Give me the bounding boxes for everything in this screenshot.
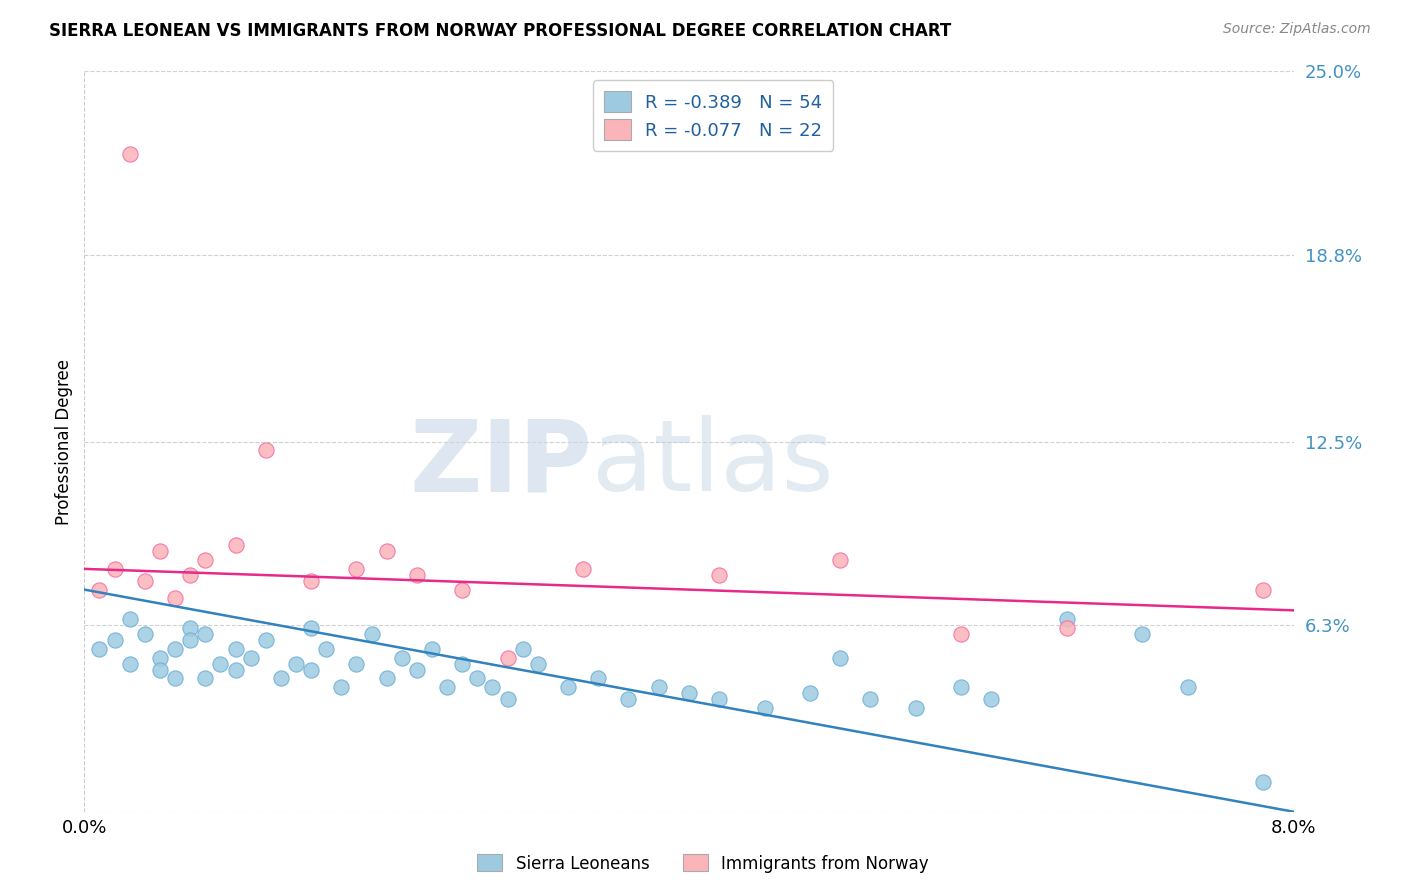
Point [375,544,398,558]
Point [225,663,247,677]
Point [709,692,731,706]
Point [512,641,534,656]
Point [104,632,127,647]
Point [375,672,398,686]
Point [225,641,247,656]
Point [134,574,156,588]
Point [118,657,141,671]
Point [451,657,474,671]
Point [254,632,277,647]
Point [254,443,277,458]
Point [194,627,217,641]
Point [118,612,141,626]
Point [1132,627,1154,641]
Point [648,681,671,695]
Point [557,681,579,695]
Point [406,663,429,677]
Point [209,657,232,671]
Point [1056,612,1078,626]
Text: SIERRA LEONEAN VS IMMIGRANTS FROM NORWAY PROFESSIONAL DEGREE CORRELATION CHART: SIERRA LEONEAN VS IMMIGRANTS FROM NORWAY… [49,22,952,40]
Y-axis label: Professional Degree: Professional Degree [55,359,73,524]
Point [330,681,353,695]
Point [89,641,111,656]
Point [104,562,127,576]
Point [950,681,973,695]
Point [467,672,489,686]
Point [830,650,852,665]
Point [149,663,172,677]
Point [299,621,322,635]
Point [179,621,201,635]
Point [904,701,927,715]
Point [709,567,731,582]
Point [754,701,776,715]
Point [1253,775,1275,789]
Point [451,582,474,597]
Point [1177,681,1199,695]
Point [391,650,413,665]
Point [299,574,322,588]
Point [572,562,595,576]
Point [179,567,201,582]
Point [830,553,852,567]
Point [617,692,640,706]
Legend: R = -0.389   N = 54, R = -0.077   N = 22: R = -0.389 N = 54, R = -0.077 N = 22 [593,80,834,151]
Point [165,591,187,606]
Point [194,553,217,567]
Point [118,147,141,161]
Point [360,627,382,641]
Text: atlas: atlas [592,416,834,512]
Point [225,538,247,552]
Point [346,657,368,671]
Point [285,657,308,671]
Point [194,672,217,686]
Text: ZIP: ZIP [409,416,592,512]
Point [527,657,550,671]
Point [588,672,610,686]
Point [496,692,519,706]
Point [496,650,519,665]
Point [406,567,429,582]
Point [436,681,458,695]
Point [315,641,337,656]
Text: Source: ZipAtlas.com: Source: ZipAtlas.com [1223,22,1371,37]
Point [165,641,187,656]
Legend: Sierra Leoneans, Immigrants from Norway: Sierra Leoneans, Immigrants from Norway [471,847,935,880]
Point [799,686,821,700]
Point [346,562,368,576]
Point [481,681,503,695]
Point [89,582,111,597]
Point [149,650,172,665]
Point [299,663,322,677]
Point [420,641,443,656]
Point [1056,621,1078,635]
Point [134,627,156,641]
Point [239,650,262,665]
Point [1253,582,1275,597]
Point [950,627,973,641]
Point [678,686,700,700]
Point [179,632,201,647]
Point [270,672,292,686]
Point [165,672,187,686]
Point [149,544,172,558]
Point [980,692,1002,706]
Point [859,692,882,706]
